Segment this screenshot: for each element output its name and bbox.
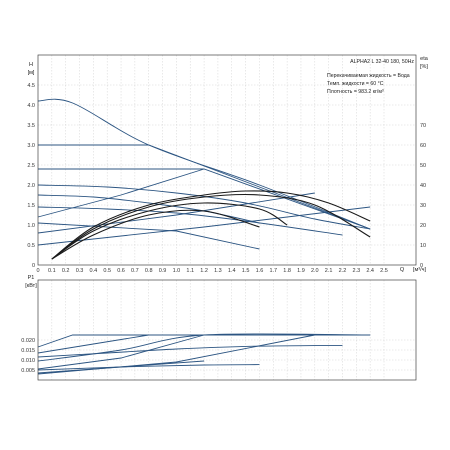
y-axis-label: H bbox=[29, 62, 33, 68]
info-line-temperature: Темп. жидкости = 60 °C bbox=[327, 81, 384, 87]
efficiency-curve bbox=[51, 190, 371, 260]
x-tick-label: 2.4 bbox=[366, 268, 374, 274]
x-tick-label: 1.4 bbox=[228, 268, 236, 274]
x-tick-label: 0.6 bbox=[117, 268, 125, 274]
y2-tick-label: 20 bbox=[420, 223, 426, 229]
power-tick-label: 0.020 bbox=[21, 338, 35, 344]
y-tick-label: 4.5 bbox=[27, 83, 35, 89]
pump-curve bbox=[37, 222, 260, 250]
x-axis-label: Q bbox=[400, 267, 405, 273]
y2-axis-unit: [%] bbox=[420, 64, 428, 70]
power-tick-label: 0.005 bbox=[21, 368, 35, 374]
y-tick-label: 0.5 bbox=[27, 243, 35, 249]
y2-tick-label: 40 bbox=[420, 183, 426, 189]
y-tick-label: 2.0 bbox=[27, 183, 35, 189]
y-tick-label: 3.0 bbox=[27, 143, 35, 149]
x-tick-label: 0.5 bbox=[103, 268, 111, 274]
bottom-plot-frame bbox=[37, 279, 417, 381]
x-tick-label: 1.6 bbox=[256, 268, 264, 274]
power-curve bbox=[37, 360, 205, 374]
y-tick-label: 2.5 bbox=[27, 163, 35, 169]
info-line-liquid: Перекачиваемая жидкость = Вода bbox=[327, 73, 410, 79]
system-curve bbox=[37, 192, 315, 234]
y-tick-label: 4.0 bbox=[27, 103, 35, 109]
top-plot-curves bbox=[37, 98, 371, 260]
y2-tick-label: 30 bbox=[420, 203, 426, 209]
x-tick-label: 0.2 bbox=[62, 268, 70, 274]
y2-tick-label: 60 bbox=[420, 143, 426, 149]
x-tick-label: 2.1 bbox=[325, 268, 333, 274]
x-tick-label: 1.5 bbox=[242, 268, 250, 274]
power-axis-label: P1 bbox=[28, 275, 35, 281]
x-tick-label: 1.2 bbox=[200, 268, 208, 274]
efficiency-curve bbox=[51, 193, 371, 260]
x-tick-label: 1.9 bbox=[297, 268, 305, 274]
x-tick-label: 2.3 bbox=[352, 268, 360, 274]
x-tick-label: 0.1 bbox=[48, 268, 56, 274]
x-tick-label: 0.8 bbox=[145, 268, 153, 274]
power-tick-label: 0.015 bbox=[21, 348, 35, 354]
y2-tick-label: 70 bbox=[420, 123, 426, 129]
branch-curve bbox=[37, 206, 343, 236]
system-curve bbox=[37, 206, 371, 246]
x-tick-label: 2.5 bbox=[380, 268, 388, 274]
power-curve bbox=[37, 364, 260, 371]
efficiency-curve bbox=[51, 209, 260, 260]
y-tick-label: 1.0 bbox=[27, 223, 35, 229]
x-tick-label: 1.7 bbox=[269, 268, 277, 274]
chart-title: ALPHA2 L 32-40 180, 50Hz bbox=[350, 59, 414, 65]
power-curve bbox=[37, 345, 343, 358]
pump-curve bbox=[38, 144, 371, 230]
x-tick-label: 2.0 bbox=[311, 268, 319, 274]
axis-tick-labels: 0 0.1 0.2 0.3 0.4 0.5 0.6 0.7 0.8 0.9 1.0 1.1 1.2 1.3… bbox=[21, 83, 426, 374]
y-tick-label: 3.5 bbox=[27, 123, 35, 129]
x-tick-label: 1.3 bbox=[214, 268, 222, 274]
x-tick-label: 1.1 bbox=[186, 268, 194, 274]
power-tick-label: 0.010 bbox=[21, 358, 35, 364]
x-tick-label: 0.9 bbox=[159, 268, 167, 274]
efficiency-curve bbox=[51, 202, 288, 260]
y-axis-unit: [м] bbox=[28, 70, 35, 76]
y2-tick-label: 50 bbox=[420, 163, 426, 169]
x-tick-label: 0 bbox=[36, 268, 39, 274]
x-axis-unit: [м³/ч] bbox=[413, 267, 427, 273]
y2-tick-label: 0 bbox=[420, 263, 423, 269]
system-curve bbox=[37, 168, 205, 218]
x-tick-label: 1.8 bbox=[283, 268, 291, 274]
bottom-plot-grid bbox=[38, 280, 416, 380]
x-tick-label: 2.2 bbox=[339, 268, 347, 274]
y-tick-label: 0 bbox=[32, 263, 35, 269]
power-curve bbox=[37, 334, 205, 370]
top-plot-frame bbox=[37, 54, 417, 266]
x-tick-label: 1.0 bbox=[173, 268, 181, 274]
y-tick-label: 1.5 bbox=[27, 203, 35, 209]
info-line-density: Плотность = 983.2 кг/м³ bbox=[327, 89, 384, 95]
x-tick-label: 0.3 bbox=[76, 268, 84, 274]
bottom-plot-curves bbox=[37, 333, 371, 375]
y2-axis-label: eta bbox=[420, 56, 429, 62]
power-axis-unit: [кВт] bbox=[25, 283, 37, 289]
x-tick-label: 0.7 bbox=[131, 268, 139, 274]
power-curve bbox=[37, 333, 371, 362]
x-tick-label: 0.4 bbox=[90, 268, 98, 274]
power-curve bbox=[37, 334, 149, 354]
y2-tick-label: 10 bbox=[420, 243, 426, 249]
power-curve bbox=[37, 334, 371, 348]
